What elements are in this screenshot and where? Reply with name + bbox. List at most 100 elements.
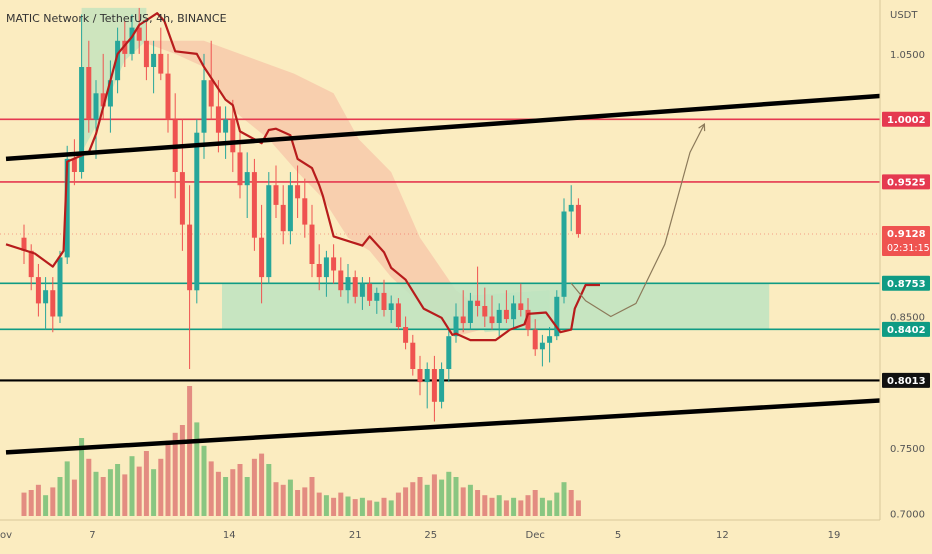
candle-body-51 [388, 303, 394, 310]
demand-zone [222, 283, 770, 330]
candle-body-20 [165, 73, 171, 120]
candle-body-11 [100, 93, 106, 107]
volume-bar-72 [539, 497, 545, 516]
volume-bar-11 [100, 477, 106, 516]
volume-bar-48 [367, 500, 373, 516]
price-tick-label: 0.7000 [890, 509, 925, 520]
candle-body-36 [280, 204, 286, 232]
candle-body-76 [568, 204, 574, 212]
projection-arrowhead [698, 123, 706, 132]
time-tick-label: 14 [223, 530, 236, 541]
candle-body-47 [359, 283, 365, 297]
candle-body-10 [93, 93, 99, 120]
volume-bar-10 [93, 471, 99, 516]
volume-bar-76 [568, 490, 574, 516]
candle-body-4 [50, 290, 56, 317]
price-label-countdown: 02:31:15 [887, 243, 930, 254]
volume-bar-3 [43, 495, 49, 516]
volume-bar-19 [158, 458, 164, 516]
volume-bar-62 [467, 484, 473, 516]
time-tick-label: 19 [828, 530, 841, 541]
volume-bar-64 [482, 495, 488, 516]
candle-body-70 [525, 309, 531, 330]
candle-body-41 [316, 264, 322, 278]
candle-body-52 [395, 303, 401, 327]
volume-bar-32 [251, 458, 257, 516]
volume-bar-36 [280, 484, 286, 516]
volume-bar-47 [359, 497, 365, 516]
volume-bar-74 [554, 492, 560, 516]
price-axis-ticks: 1.0500 0.8500 0.7500 0.7000 [890, 50, 925, 521]
candle-body-37 [287, 185, 293, 232]
candle-body-18 [151, 53, 157, 67]
volume-bar-65 [489, 497, 495, 516]
candle-body-69 [518, 303, 524, 310]
candle-body-1 [28, 250, 34, 278]
volume-bar-41 [316, 492, 322, 516]
time-tick-label: 7 [89, 530, 95, 541]
candle-body-5 [57, 257, 63, 317]
candle-body-2 [35, 277, 41, 304]
price-label-badge-support-2 [882, 321, 930, 337]
volume-bar-51 [388, 500, 394, 516]
volume-bar-56 [424, 484, 430, 516]
volume-bar-44 [338, 492, 344, 516]
candle-body-57 [431, 369, 437, 402]
volume-bar-57 [431, 474, 437, 516]
price-label-text-resistance-2: 0.9525 [887, 177, 926, 188]
candle-body-61 [460, 316, 466, 324]
upper-channel-line [5, 89, 932, 162]
volume-bar-49 [374, 501, 380, 516]
candle-body-72 [539, 342, 545, 350]
volume-bar-6 [64, 461, 70, 516]
candle-body-39 [302, 198, 308, 225]
volume-bar-61 [460, 487, 466, 516]
volume-bar-24 [194, 422, 200, 516]
projection [570, 123, 706, 318]
volume-bar-69 [518, 500, 524, 516]
volume-bar-77 [575, 500, 581, 516]
candle-body-49 [374, 292, 380, 301]
price-label-text-support-2: 0.8402 [887, 325, 926, 336]
candle-body-55 [417, 369, 423, 383]
volume-bar-67 [503, 500, 509, 516]
candle-body-29 [230, 119, 236, 153]
candle-body-45 [345, 277, 351, 291]
candle-body-53 [403, 327, 409, 343]
candle-body-56 [424, 369, 430, 383]
volume-bar-38 [295, 490, 301, 516]
volume-bars [21, 386, 581, 516]
candle-body-71 [532, 329, 538, 350]
volume-bar-4 [50, 487, 56, 516]
volume-bar-12 [107, 469, 113, 516]
volume-bar-71 [532, 490, 538, 516]
candle-body-42 [323, 257, 329, 278]
candle-body-0 [21, 237, 27, 251]
candle-body-31 [244, 172, 250, 186]
candle-body-73 [547, 336, 553, 343]
candle-body-74 [554, 296, 560, 337]
demand-zone-rect [222, 283, 770, 330]
candle-body-32 [251, 172, 257, 238]
volume-bar-63 [475, 490, 481, 516]
volume-bar-37 [287, 479, 293, 516]
candle-body-67 [503, 309, 509, 320]
time-tick-label: 21 [349, 530, 362, 541]
volume-bar-50 [381, 497, 387, 516]
candle-body-13 [115, 40, 121, 81]
projection-curve [570, 123, 705, 318]
time-tick-label: ov [0, 530, 12, 541]
volume-bar-34 [266, 464, 272, 516]
candles [21, 7, 581, 422]
price-axis-panel[interactable] [880, 0, 932, 520]
volume-bar-27 [215, 471, 221, 516]
candle-body-54 [410, 342, 416, 369]
candle-body-14 [122, 40, 128, 54]
candle-body-43 [331, 257, 337, 271]
volume-bar-31 [244, 477, 250, 516]
volume-bar-5 [57, 477, 63, 516]
candle-body-60 [453, 316, 459, 337]
volume-bar-28 [223, 477, 229, 516]
